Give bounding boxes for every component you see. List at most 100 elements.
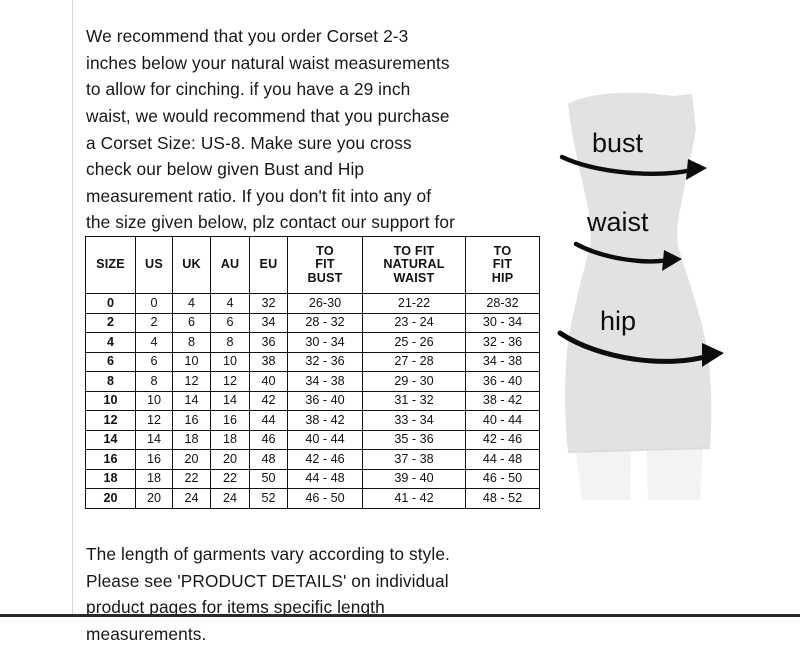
header-line: FIT bbox=[315, 257, 335, 272]
cell-eu: 52 bbox=[249, 488, 288, 509]
column-header-to-fit-bust: TO FIT BUST bbox=[287, 236, 363, 294]
cell-to-fit-natural-waist: 23 - 24 bbox=[362, 312, 466, 333]
cell-us: 16 bbox=[135, 449, 173, 470]
table-body: 0 0 4 4 32 26-30 21-22 28-32 2 2 6 6 34 28 - 32 23 - 2… bbox=[85, 293, 540, 509]
cell-uk: 14 bbox=[172, 390, 211, 411]
header-line: EU bbox=[259, 257, 278, 272]
column-header-au: AU bbox=[210, 236, 250, 294]
table-row: 14 14 18 18 46 40 - 44 35 - 36 42 - 46 bbox=[85, 429, 540, 450]
cell-eu: 36 bbox=[249, 332, 288, 353]
cell-us: 10 bbox=[135, 390, 173, 411]
cell-size: 18 bbox=[85, 468, 136, 489]
cell-us: 8 bbox=[135, 371, 173, 392]
cell-to-fit-bust: 32 - 36 bbox=[287, 351, 363, 372]
header-line: FIT bbox=[492, 257, 513, 272]
cell-size: 10 bbox=[85, 390, 136, 411]
cell-to-fit-natural-waist: 41 - 42 bbox=[362, 488, 466, 509]
cell-us: 6 bbox=[135, 351, 173, 372]
size-chart-table: SIZE US UK AU EU TO FIT BUST TO FIT NATU… bbox=[85, 236, 540, 509]
cell-to-fit-bust: 44 - 48 bbox=[287, 468, 363, 489]
cell-au: 20 bbox=[210, 449, 250, 470]
header-line: HIP bbox=[491, 270, 514, 285]
hem-line bbox=[567, 447, 711, 453]
column-header-uk: UK bbox=[172, 236, 211, 294]
cell-au: 12 bbox=[210, 371, 250, 392]
cell-uk: 10 bbox=[172, 351, 211, 372]
cell-to-fit-bust: 46 - 50 bbox=[287, 488, 363, 509]
cell-to-fit-natural-waist: 29 - 30 bbox=[362, 371, 466, 392]
cell-eu: 40 bbox=[249, 371, 288, 392]
cell-to-fit-bust: 30 - 34 bbox=[287, 332, 363, 353]
cell-to-fit-bust: 26-30 bbox=[287, 293, 363, 314]
outro-paragraph: The length of garments vary according to… bbox=[86, 544, 450, 645]
cell-size: 2 bbox=[85, 312, 136, 333]
intro-paragraph: We recommend that you order Corset 2-3 i… bbox=[86, 26, 455, 259]
cell-eu: 38 bbox=[249, 351, 288, 372]
cell-to-fit-bust: 36 - 40 bbox=[287, 390, 363, 411]
table-header: SIZE US UK AU EU TO FIT BUST TO FIT NATU… bbox=[85, 236, 540, 294]
cell-au: 24 bbox=[210, 488, 250, 509]
cell-uk: 20 bbox=[172, 449, 211, 470]
hip-label: hip bbox=[600, 306, 637, 336]
header-line: SIZE bbox=[96, 257, 125, 272]
body-measurement-diagram bbox=[496, 60, 786, 530]
cell-size: 12 bbox=[85, 410, 136, 431]
header-line: UK bbox=[182, 257, 201, 272]
cell-to-fit-bust: 34 - 38 bbox=[287, 371, 363, 392]
cell-eu: 34 bbox=[249, 312, 288, 333]
cell-size: 20 bbox=[85, 488, 136, 509]
header-line: TO FIT bbox=[393, 243, 435, 258]
header-line: AU bbox=[220, 257, 240, 272]
cell-us: 12 bbox=[135, 410, 173, 431]
cell-au: 18 bbox=[210, 429, 250, 450]
cell-us: 18 bbox=[135, 468, 173, 489]
cell-uk: 24 bbox=[172, 488, 211, 509]
cell-eu: 46 bbox=[249, 429, 288, 450]
cell-us: 4 bbox=[135, 332, 173, 353]
cell-eu: 50 bbox=[249, 468, 288, 489]
cell-uk: 6 bbox=[172, 312, 211, 333]
cell-to-fit-natural-waist: 31 - 32 bbox=[362, 390, 466, 411]
cell-size: 8 bbox=[85, 371, 136, 392]
cell-au: 6 bbox=[210, 312, 250, 333]
cell-to-fit-natural-waist: 25 - 26 bbox=[362, 332, 466, 353]
bust-arrow-icon bbox=[559, 154, 707, 180]
column-header-size: SIZE bbox=[85, 236, 136, 294]
column-header-to-fit-natural-waist: TO FIT NATURAL WAIST bbox=[362, 236, 466, 294]
cell-to-fit-hip: 40 - 44 bbox=[465, 410, 540, 431]
cell-uk: 16 bbox=[172, 410, 211, 431]
cell-size: 6 bbox=[85, 351, 136, 372]
cell-to-fit-bust: 40 - 44 bbox=[287, 429, 363, 450]
cell-to-fit-natural-waist: 33 - 34 bbox=[362, 410, 466, 431]
table-row: 0 0 4 4 32 26-30 21-22 28-32 bbox=[85, 293, 540, 314]
column-header-eu: EU bbox=[249, 236, 288, 294]
cell-uk: 18 bbox=[172, 429, 211, 450]
cell-to-fit-natural-waist: 39 - 40 bbox=[362, 468, 466, 489]
cell-to-fit-natural-waist: 21-22 bbox=[362, 293, 466, 314]
cell-size: 14 bbox=[85, 429, 136, 450]
cell-uk: 8 bbox=[172, 332, 211, 353]
waist-label: waist bbox=[587, 207, 649, 237]
cell-size: 0 bbox=[85, 293, 136, 314]
cell-au: 4 bbox=[210, 293, 250, 314]
page-bottom-edge bbox=[0, 614, 800, 617]
table-row: 6 6 10 10 38 32 - 36 27 - 28 34 - 38 bbox=[85, 351, 540, 372]
header-line: NATURAL bbox=[383, 257, 445, 272]
table-row: 2 2 6 6 34 28 - 32 23 - 24 30 - 34 bbox=[85, 312, 540, 333]
table-row: 12 12 16 16 44 38 - 42 33 - 34 40 - 44 bbox=[85, 410, 540, 431]
table-row: 10 10 14 14 42 36 - 40 31 - 32 38 - 42 bbox=[85, 390, 540, 411]
cell-au: 10 bbox=[210, 351, 250, 372]
cell-us: 20 bbox=[135, 488, 173, 509]
table-header-row: SIZE US UK AU EU TO FIT BUST TO FIT NATU… bbox=[85, 236, 540, 294]
cell-uk: 12 bbox=[172, 371, 211, 392]
header-line: WAIST bbox=[393, 270, 435, 285]
table-row: 4 4 8 8 36 30 - 34 25 - 26 32 - 36 bbox=[85, 332, 540, 353]
cell-size: 4 bbox=[85, 332, 136, 353]
cell-eu: 48 bbox=[249, 449, 288, 470]
header-line: BUST bbox=[307, 270, 343, 285]
cell-to-fit-natural-waist: 37 - 38 bbox=[362, 449, 466, 470]
cell-au: 14 bbox=[210, 390, 250, 411]
waist-arrow-icon bbox=[573, 241, 682, 271]
header-line: TO bbox=[493, 243, 512, 258]
bust-label: bust bbox=[592, 128, 644, 158]
